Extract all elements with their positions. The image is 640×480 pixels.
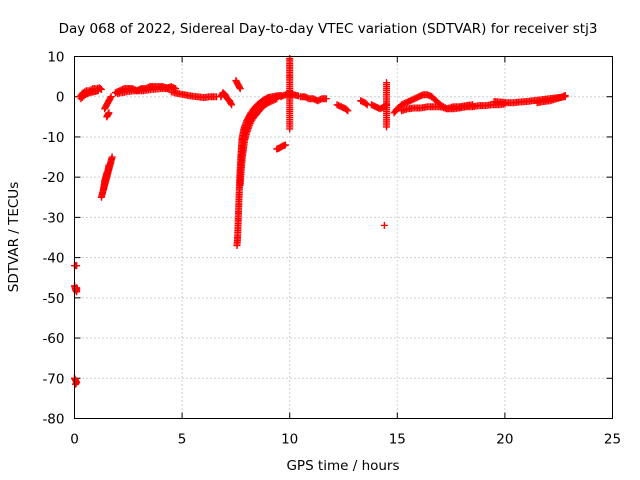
data-point bbox=[105, 161, 113, 169]
x-tick-label: 0 bbox=[70, 432, 79, 448]
data-point bbox=[286, 125, 294, 133]
data-point bbox=[343, 106, 351, 114]
data-point bbox=[228, 101, 236, 109]
data-point bbox=[106, 94, 114, 102]
y-tick-label: -10 bbox=[42, 130, 64, 146]
data-point bbox=[235, 83, 243, 91]
chart-grid bbox=[74, 56, 613, 419]
plot-frame bbox=[74, 56, 613, 419]
x-tick-label: 25 bbox=[604, 432, 621, 448]
data-point bbox=[344, 107, 352, 115]
data-point bbox=[236, 85, 244, 93]
x-tick-label: 5 bbox=[178, 432, 187, 448]
data-point bbox=[97, 85, 105, 93]
y-tick-label: -40 bbox=[42, 251, 64, 267]
data-point bbox=[94, 87, 102, 95]
data-point bbox=[362, 100, 370, 108]
data-point bbox=[107, 93, 115, 101]
data-points bbox=[71, 55, 569, 388]
axis-ticks: 0 5 10 15 20 25 10 0 -10 -20 -30 -40 -50 -60 -70 -80 bbox=[42, 50, 621, 448]
y-tick-label: 10 bbox=[47, 50, 64, 66]
data-point bbox=[72, 380, 80, 388]
x-tick-label: 10 bbox=[281, 432, 298, 448]
chart-title: Day 068 of 2022, Sidereal Day-to-day VTE… bbox=[59, 21, 598, 37]
y-tick-label: -80 bbox=[42, 412, 64, 428]
y-tick-label: -30 bbox=[42, 210, 64, 226]
data-point bbox=[383, 123, 391, 131]
x-axis-label: GPS time / hours bbox=[286, 458, 399, 474]
y-tick-label: -20 bbox=[42, 170, 64, 186]
y-tick-label: -70 bbox=[42, 371, 64, 387]
y-axis-label: SDTVAR / TECUs bbox=[6, 182, 22, 292]
data-point bbox=[469, 101, 477, 109]
y-tick-label: -60 bbox=[42, 331, 64, 347]
y-tick-label: 0 bbox=[56, 90, 65, 106]
y-tick-label: -50 bbox=[42, 291, 64, 307]
data-point bbox=[105, 109, 113, 117]
data-point bbox=[561, 92, 569, 100]
x-tick-label: 20 bbox=[496, 432, 513, 448]
data-point bbox=[273, 95, 281, 103]
data-point bbox=[380, 221, 388, 229]
x-tick-label: 15 bbox=[389, 432, 406, 448]
data-point bbox=[227, 99, 235, 107]
data-point bbox=[322, 95, 330, 103]
data-point bbox=[281, 141, 289, 149]
data-point bbox=[108, 153, 116, 161]
